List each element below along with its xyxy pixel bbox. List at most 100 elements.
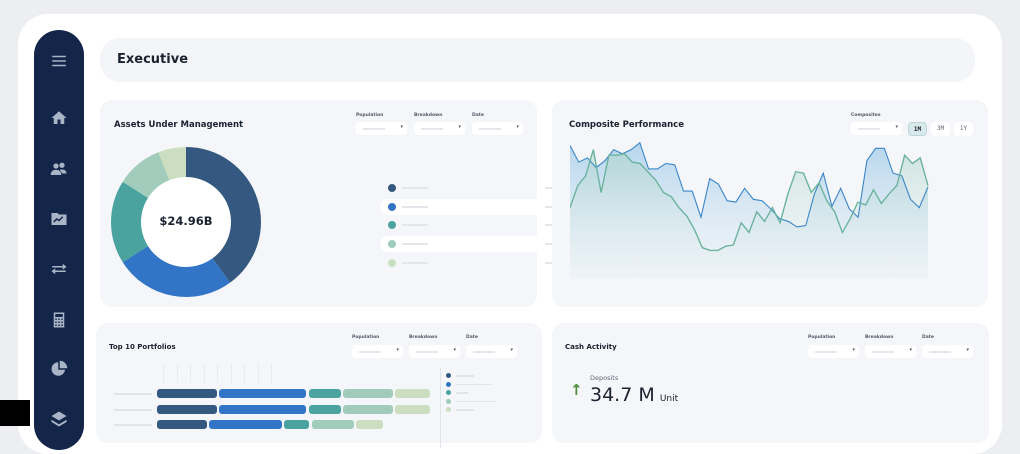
breakdown-label: Breakdown — [414, 113, 443, 118]
bar-segment[interactable] — [219, 389, 307, 398]
deposits-unit: Unit — [659, 394, 679, 404]
donut-hole — [141, 177, 231, 267]
deposits-metric: 34.7 M Unit — [590, 384, 678, 406]
bar-label-placeholder — [114, 393, 152, 395]
legend-dot — [446, 390, 451, 396]
date-label: Date — [466, 335, 478, 340]
cash-title: Cash Activity — [565, 343, 617, 351]
date-label: Date — [922, 335, 934, 340]
bar-segment[interactable] — [283, 420, 310, 429]
legend-dot — [446, 381, 451, 387]
legend-label-placeholder — [456, 409, 474, 411]
legend-percent-placeholder — [545, 243, 557, 246]
donut-slice[interactable] — [122, 152, 170, 198]
bar-segment[interactable] — [208, 420, 282, 429]
pie-chart-icon[interactable] — [34, 357, 84, 381]
home-icon[interactable] — [34, 106, 84, 130]
screen-edge — [0, 400, 30, 426]
top10-panel: Top 10 Portfolios Population Breakdown D… — [96, 323, 542, 448]
bar-segment[interactable] — [343, 389, 393, 398]
bar-segment[interactable] — [308, 389, 342, 398]
deposits-value: 34.7 M — [590, 384, 655, 406]
legend-label-placeholder — [402, 243, 428, 246]
population-select[interactable] — [808, 345, 859, 358]
donut-slice[interactable] — [122, 246, 231, 297]
legend-label-placeholder — [402, 261, 428, 264]
page-header: Executive — [100, 38, 975, 82]
chart-folder-icon[interactable] — [34, 207, 84, 231]
bar-segment[interactable] — [394, 404, 431, 414]
series-line — [570, 141, 929, 228]
range-3m-button[interactable]: 3M — [931, 122, 950, 136]
legend-percent-placeholder — [545, 187, 557, 189]
cash-panel: Cash Activity Population Breakdown Date … — [552, 323, 989, 443]
bar-segment[interactable] — [311, 420, 355, 429]
breakdown-select[interactable] — [865, 345, 916, 358]
legend-dot — [388, 184, 396, 192]
legend-percent-placeholder — [545, 205, 557, 208]
gridline — [271, 363, 272, 383]
bar-segment[interactable] — [219, 404, 307, 414]
aum-donut-chart — [111, 147, 261, 297]
legend-label-placeholder — [456, 400, 496, 403]
users-icon[interactable] — [34, 157, 84, 181]
legend-dot — [446, 398, 451, 404]
legend-label-placeholder — [456, 375, 474, 377]
donut-slice[interactable] — [158, 147, 186, 181]
layers-icon[interactable] — [34, 407, 84, 431]
gridline — [163, 363, 164, 383]
bar-segment[interactable] — [157, 389, 218, 398]
legend-label-placeholder — [456, 383, 492, 386]
bar-label-placeholder — [114, 424, 152, 426]
aum-panel: Assets Under Management Population Break… — [100, 100, 615, 307]
range-1m-button[interactable]: 1M — [908, 122, 927, 136]
legend-dot — [388, 221, 396, 230]
date-select[interactable] — [472, 122, 523, 135]
legend-dot — [388, 240, 396, 249]
date-select[interactable] — [466, 345, 517, 358]
gridline — [257, 363, 259, 383]
population-select[interactable] — [352, 345, 403, 358]
sidebar — [34, 30, 84, 450]
bar-segment[interactable] — [394, 389, 431, 398]
legend-dot — [446, 407, 451, 413]
legend-percent-placeholder — [545, 261, 557, 264]
arrow-up-icon: ↑ — [570, 381, 583, 399]
population-select[interactable] — [356, 122, 407, 135]
series-line — [570, 149, 929, 252]
bar-segment[interactable] — [308, 404, 342, 414]
calculator-icon[interactable] — [34, 308, 84, 332]
gridline — [203, 363, 205, 383]
bar-label-placeholder — [114, 408, 152, 411]
population-label: Population — [808, 335, 836, 340]
legend-dot — [446, 373, 451, 378]
donut-slice[interactable] — [186, 147, 261, 283]
bar-segment[interactable] — [356, 420, 383, 429]
transfer-icon[interactable] — [34, 257, 84, 281]
top10-title: Top 10 Portfolios — [109, 343, 176, 351]
bar-segment[interactable] — [157, 404, 218, 414]
gridline — [190, 363, 191, 383]
legend-label-placeholder — [456, 392, 468, 394]
legend-divider — [440, 368, 441, 448]
breakdown-select[interactable] — [409, 345, 460, 358]
legend-label-placeholder — [402, 187, 428, 189]
series-area — [570, 149, 928, 278]
breakdown-label: Breakdown — [409, 335, 438, 340]
aum-title: Assets Under Management — [114, 120, 244, 130]
legend-percent-placeholder — [545, 224, 557, 227]
date-select[interactable] — [922, 345, 973, 358]
composite-line-chart — [570, 141, 929, 278]
gridline — [176, 363, 178, 383]
composites-select[interactable] — [851, 122, 902, 135]
bar-segment[interactable] — [157, 420, 207, 429]
legend-label-placeholder — [402, 205, 428, 208]
menu-icon[interactable] — [34, 49, 84, 73]
breakdown-select[interactable] — [414, 122, 465, 135]
legend-label-placeholder — [402, 224, 428, 227]
donut-slice[interactable] — [111, 181, 149, 263]
range-1y-button[interactable]: 1Y — [954, 122, 973, 136]
bar-segment[interactable] — [343, 404, 393, 414]
gridline — [217, 363, 218, 383]
page-title: Executive — [117, 52, 189, 67]
